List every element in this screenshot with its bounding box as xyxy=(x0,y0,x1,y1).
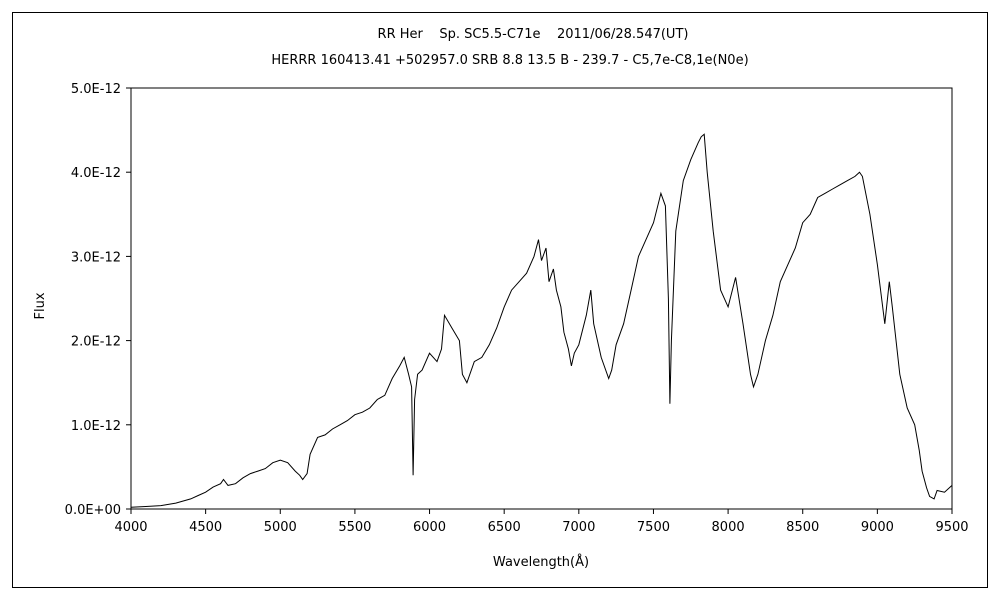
chart-title: RR Her Sp. SC5.5-C71e 2011/06/28.547(UT) xyxy=(378,27,689,42)
y-tick-label: 4.0E-12 xyxy=(71,166,121,181)
x-tick-label: 6000 xyxy=(413,520,446,535)
x-tick-label: 8000 xyxy=(712,520,745,535)
x-tick-label: 8500 xyxy=(786,520,819,535)
spectrum-line xyxy=(130,133,953,508)
y-tick-label: 5.0E-12 xyxy=(71,82,121,97)
x-tick-label: 5500 xyxy=(338,520,371,535)
x-tick-label: 7000 xyxy=(562,520,595,535)
chart-frame xyxy=(12,12,988,588)
y-axis-label: Flux xyxy=(33,292,48,319)
x-tick-label: 6500 xyxy=(488,520,521,535)
y-tick-label: 3.0E-12 xyxy=(71,250,121,265)
y-tick-label: 1.0E-12 xyxy=(71,419,121,434)
chart-subtitle: HERRR 160413.41 +502957.0 SRB 8.8 13.5 B… xyxy=(271,53,748,68)
x-tick-label: 7500 xyxy=(637,520,670,535)
x-axis-ticks: 4000 4500 5000 5500 6000 6500 7000 7500 8000 8500… xyxy=(114,509,969,535)
y-tick-label: 0.0E+00 xyxy=(65,503,121,518)
x-tick-label: 4500 xyxy=(189,520,222,535)
x-axis-label: Wavelength(Å) xyxy=(493,554,589,570)
x-tick-label: 9000 xyxy=(861,520,894,535)
y-tick-label: 2.0E-12 xyxy=(71,335,121,350)
x-tick-label: 5000 xyxy=(264,520,297,535)
plot-area xyxy=(130,87,953,510)
x-tick-label: 4000 xyxy=(114,520,147,535)
x-tick-label: 9500 xyxy=(935,520,968,535)
y-axis-ticks: 0.0E+00 1.0E-12 2.0E-12 3.0E-12 4.0E-12 5.0E-… xyxy=(65,82,131,518)
